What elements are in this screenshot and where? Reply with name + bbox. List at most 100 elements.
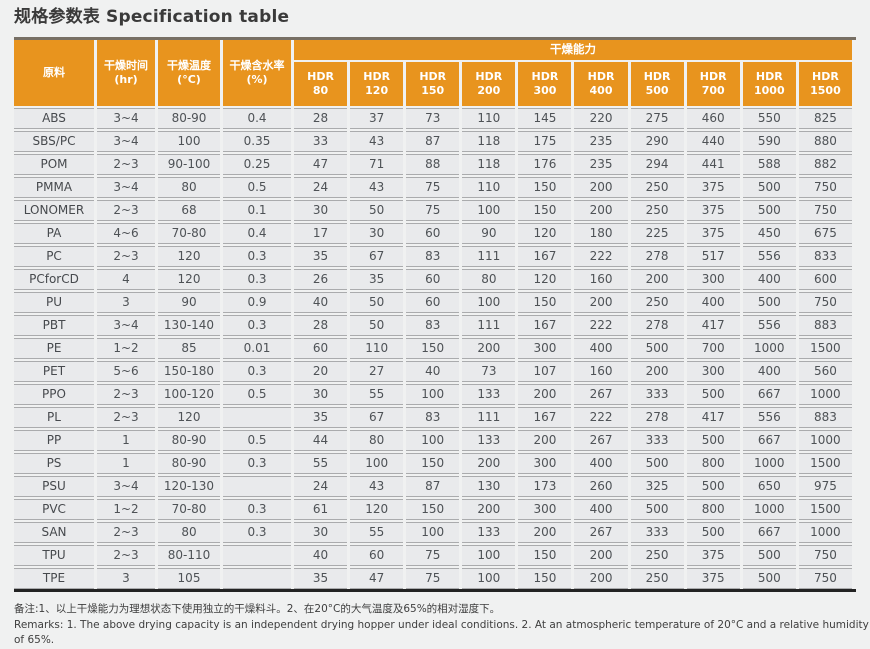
cell-capacity: 975 [798, 475, 852, 497]
cell-capacity: 560 [798, 360, 852, 382]
cell-capacity: 30 [294, 199, 348, 221]
cell-capacity: 160 [574, 268, 628, 290]
col-header-model: HDR 700 [686, 61, 740, 106]
cell-capacity: 800 [686, 452, 740, 474]
cell-moisture: 0.01 [223, 337, 291, 359]
col-header-model: HDR 200 [462, 61, 516, 106]
cell-capacity: 1000 [742, 498, 796, 520]
cell-capacity: 220 [574, 107, 628, 129]
cell-moisture: 0.9 [223, 291, 291, 313]
cell-capacity: 500 [686, 383, 740, 405]
cell-capacity: 200 [462, 498, 516, 520]
cell-capacity: 80 [462, 268, 516, 290]
cell-time: 2~3 [97, 406, 155, 428]
table-row: SAN 2~3 80 0.3 30 55 100 133 200 267 333 500 667 1000 [14, 521, 852, 543]
cell-capacity: 400 [574, 498, 628, 520]
cell-capacity: 180 [574, 222, 628, 244]
cell-capacity: 83 [406, 314, 460, 336]
cell-material: POM [14, 153, 94, 175]
cell-capacity: 300 [686, 268, 740, 290]
cell-capacity: 60 [406, 291, 460, 313]
cell-capacity: 500 [742, 544, 796, 566]
cell-capacity: 50 [350, 291, 404, 313]
cell-material: PPO [14, 383, 94, 405]
header-row-top: 原料 干燥时间 (hr) 干燥温度 (°C) 干燥含水率 (%) 干燥能力 [14, 39, 852, 106]
table-row: PBT 3~4 130-140 0.3 28 50 83 111 167 222 278 417 556… [14, 314, 852, 336]
cell-temp: 90 [158, 291, 220, 313]
table-row: TPE 3 105 35 47 75 100 150 200 250 375 500 750 [14, 567, 852, 589]
cell-moisture [223, 475, 291, 497]
model-size: 700 [701, 83, 725, 97]
model-prefix: HDR [812, 69, 839, 83]
cell-time: 4~6 [97, 222, 155, 244]
cell-capacity: 55 [350, 383, 404, 405]
cell-material: PP [14, 429, 94, 451]
cell-capacity: 24 [294, 475, 348, 497]
cell-capacity: 35 [294, 567, 348, 589]
table-row: PL 2~3 120 35 67 83 111 167 222 278 417 556 883 [14, 406, 852, 428]
col-header-temp-label: 干燥温度 [167, 58, 211, 72]
cell-capacity: 650 [742, 475, 796, 497]
cell-capacity: 400 [574, 337, 628, 359]
cell-capacity: 1000 [742, 452, 796, 474]
cell-capacity: 460 [686, 107, 740, 129]
cell-capacity: 556 [742, 314, 796, 336]
cell-capacity: 30 [350, 222, 404, 244]
cell-capacity: 44 [294, 429, 348, 451]
cell-capacity: 200 [574, 291, 628, 313]
cell-capacity: 55 [294, 452, 348, 474]
cell-capacity: 550 [742, 107, 796, 129]
cell-capacity: 500 [686, 475, 740, 497]
cell-material: PSU [14, 475, 94, 497]
cell-material: TPU [14, 544, 94, 566]
cell-capacity: 260 [574, 475, 628, 497]
cell-capacity: 600 [798, 268, 852, 290]
cell-capacity: 417 [686, 314, 740, 336]
spec-table-body: ABS 3~4 80-90 0.4 28 37 73 110 145 220 275 460 550 82… [14, 107, 852, 589]
cell-capacity: 111 [462, 314, 516, 336]
cell-capacity: 33 [294, 130, 348, 152]
cell-capacity: 225 [630, 222, 684, 244]
cell-moisture: 0.3 [223, 360, 291, 382]
cell-capacity: 43 [350, 130, 404, 152]
spec-table-header: 原料 干燥时间 (hr) 干燥温度 (°C) 干燥含水率 (%) 干燥能力 HDR 80… [14, 39, 852, 106]
cell-capacity: 150 [518, 567, 572, 589]
col-header-time-label: 干燥时间 [104, 58, 148, 72]
cell-capacity: 35 [350, 268, 404, 290]
page-title-zh: 规格参数表 [14, 7, 100, 27]
cell-capacity: 176 [518, 153, 572, 175]
cell-temp: 100 [158, 130, 220, 152]
cell-capacity: 110 [462, 176, 516, 198]
cell-capacity: 50 [350, 199, 404, 221]
cell-capacity: 28 [294, 314, 348, 336]
cell-capacity: 150 [518, 544, 572, 566]
cell-moisture: 0.5 [223, 429, 291, 451]
cell-capacity: 37 [350, 107, 404, 129]
cell-capacity: 75 [406, 544, 460, 566]
table-row: LONOMER 2~3 68 0.1 30 50 75 100 150 200 250 375 500 7… [14, 199, 852, 221]
cell-capacity: 75 [406, 567, 460, 589]
cell-capacity: 294 [630, 153, 684, 175]
cell-capacity: 590 [742, 130, 796, 152]
col-header-moisture-label: 干燥含水率 [229, 58, 285, 72]
cell-material: PL [14, 406, 94, 428]
cell-capacity: 87 [406, 130, 460, 152]
cell-capacity: 267 [574, 429, 628, 451]
cell-capacity: 290 [630, 130, 684, 152]
cell-capacity: 400 [742, 360, 796, 382]
cell-capacity: 883 [798, 314, 852, 336]
cell-time: 3~4 [97, 314, 155, 336]
cell-capacity: 250 [630, 567, 684, 589]
cell-capacity: 400 [742, 268, 796, 290]
cell-capacity: 235 [574, 153, 628, 175]
cell-capacity: 75 [406, 176, 460, 198]
cell-time: 2~3 [97, 521, 155, 543]
col-header-material: 原料 [14, 39, 94, 106]
cell-capacity: 150 [518, 199, 572, 221]
cell-capacity: 30 [294, 521, 348, 543]
cell-capacity: 200 [630, 268, 684, 290]
cell-capacity: 120 [350, 498, 404, 520]
cell-time: 3 [97, 291, 155, 313]
col-header-model: HDR 300 [518, 61, 572, 106]
cell-capacity: 40 [294, 544, 348, 566]
